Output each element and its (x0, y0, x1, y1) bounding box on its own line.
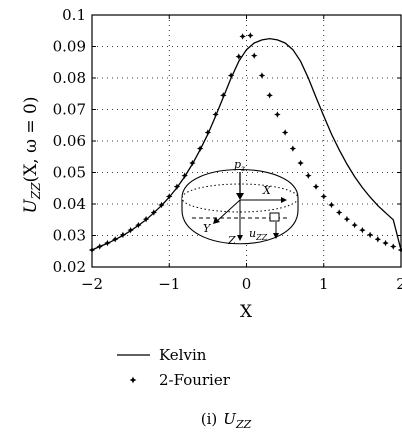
data-point-2-fourier (142, 215, 150, 223)
data-point-2-fourier (281, 129, 289, 136)
data-point-2-fourier (305, 172, 312, 179)
inset-half-space-diagram: pz X Y Z uZZ (181, 158, 299, 247)
data-point-2-fourier (320, 193, 327, 200)
y-axis-arrowhead-inset (213, 217, 220, 224)
y-axis-label-args: (X, ω = 0) (21, 97, 41, 183)
data-point-2-fourier (359, 226, 366, 234)
data-point-2-fourier (158, 201, 165, 209)
caption-main: U (223, 410, 237, 428)
inset-label-pz: pz (234, 158, 246, 173)
inset-label-uzz: uZZ (249, 227, 268, 242)
legend-star-icon (129, 376, 137, 384)
data-point-2-fourier (374, 236, 382, 243)
data-point-2-fourier (204, 129, 212, 136)
data-point-2-fourier (173, 183, 181, 190)
data-point-2-fourier (196, 145, 204, 152)
y-axis-ticks: 0.02 0.03 0.04 0.05 0.06 0.07 0.08 0.09 0.1 (53, 6, 401, 276)
x-tick-label: −1 (158, 275, 180, 293)
x-axis-label: X (240, 302, 253, 322)
data-point-2-fourier (96, 243, 103, 250)
data-point-2-fourier (104, 239, 111, 247)
inset-label-z: Z (227, 234, 236, 247)
x-tick-label: 1 (319, 275, 329, 293)
legend-label-kelvin: Kelvin (159, 346, 207, 364)
pz-arrow-head (236, 193, 244, 200)
data-point-2-fourier (227, 72, 235, 79)
figure-caption: (i) UZZ (201, 410, 252, 431)
data-point-2-fourier (212, 111, 219, 118)
y-tick-label: 0.02 (53, 258, 86, 276)
series-line-kelvin (91, 37, 402, 251)
data-point-2-fourier (150, 209, 157, 216)
data-point-2-fourier (127, 226, 134, 234)
data-point-2-fourier (382, 239, 389, 247)
uzz-arrowhead (273, 233, 279, 239)
data-point-2-fourier (235, 53, 242, 60)
y-tick-label: 0.07 (53, 101, 86, 119)
data-point-2-fourier (247, 32, 254, 39)
data-point-2-fourier (88, 246, 96, 254)
data-point-2-fourier (111, 236, 119, 243)
y-axis-label: UZZ(X, ω = 0) (21, 97, 43, 214)
y-tick-label: 0.08 (53, 69, 86, 87)
series-markers-2-fourier (88, 32, 402, 254)
data-point-2-fourier (239, 33, 246, 40)
data-point-2-fourier (220, 92, 227, 99)
data-point-2-fourier (135, 221, 142, 229)
legend-marker-2-fourier (129, 376, 137, 384)
inset-label-y: Y (203, 222, 212, 235)
x-tick-label: −2 (81, 275, 103, 293)
inset-element-cube (269, 212, 280, 222)
legend: Kelvin 2-Fourier (117, 346, 231, 389)
x-axis-arrowhead-inset (281, 197, 287, 203)
data-point-2-fourier (297, 159, 304, 167)
caption-sub: ZZ (235, 418, 252, 431)
x-tick-label: 2 (396, 275, 402, 293)
data-point-2-fourier (336, 209, 343, 216)
x-axis-ticks: −2 −1 0 1 2 (81, 15, 402, 293)
data-point-2-fourier (181, 172, 188, 179)
data-point-2-fourier (258, 72, 266, 79)
inset-label-x: X (262, 184, 272, 197)
data-point-2-fourier (312, 183, 320, 190)
y-tick-label: 0.05 (53, 164, 86, 182)
data-point-2-fourier (274, 111, 281, 118)
caption-prefix: (i) (201, 410, 218, 428)
data-point-2-fourier (251, 52, 258, 59)
data-point-2-fourier (351, 221, 358, 229)
data-point-2-fourier (343, 215, 351, 223)
z-axis-arrowhead-inset (237, 235, 243, 241)
data-point-2-fourier (119, 231, 127, 239)
y-axis-label-sub: ZZ (29, 182, 43, 200)
data-point-2-fourier (328, 201, 335, 209)
x-tick-label: 0 (242, 275, 252, 293)
data-point-2-fourier (366, 231, 374, 239)
y-axis-arrow-inset (216, 199, 241, 222)
data-point-2-fourier (266, 92, 273, 99)
y-tick-label: 0.1 (62, 6, 86, 24)
y-tick-label: 0.03 (53, 227, 86, 245)
y-tick-label: 0.04 (53, 195, 86, 213)
data-point-2-fourier (289, 145, 297, 152)
data-point-2-fourier (166, 193, 173, 200)
y-tick-label: 0.09 (53, 38, 86, 56)
y-tick-label: 0.06 (53, 132, 86, 150)
data-point-2-fourier (390, 243, 397, 250)
data-point-2-fourier (397, 246, 402, 254)
data-point-2-fourier (189, 159, 196, 167)
y-axis-label-main: U (21, 198, 41, 213)
inset-upper-dome (181, 168, 299, 199)
legend-label-2-fourier: 2-Fourier (159, 371, 231, 389)
